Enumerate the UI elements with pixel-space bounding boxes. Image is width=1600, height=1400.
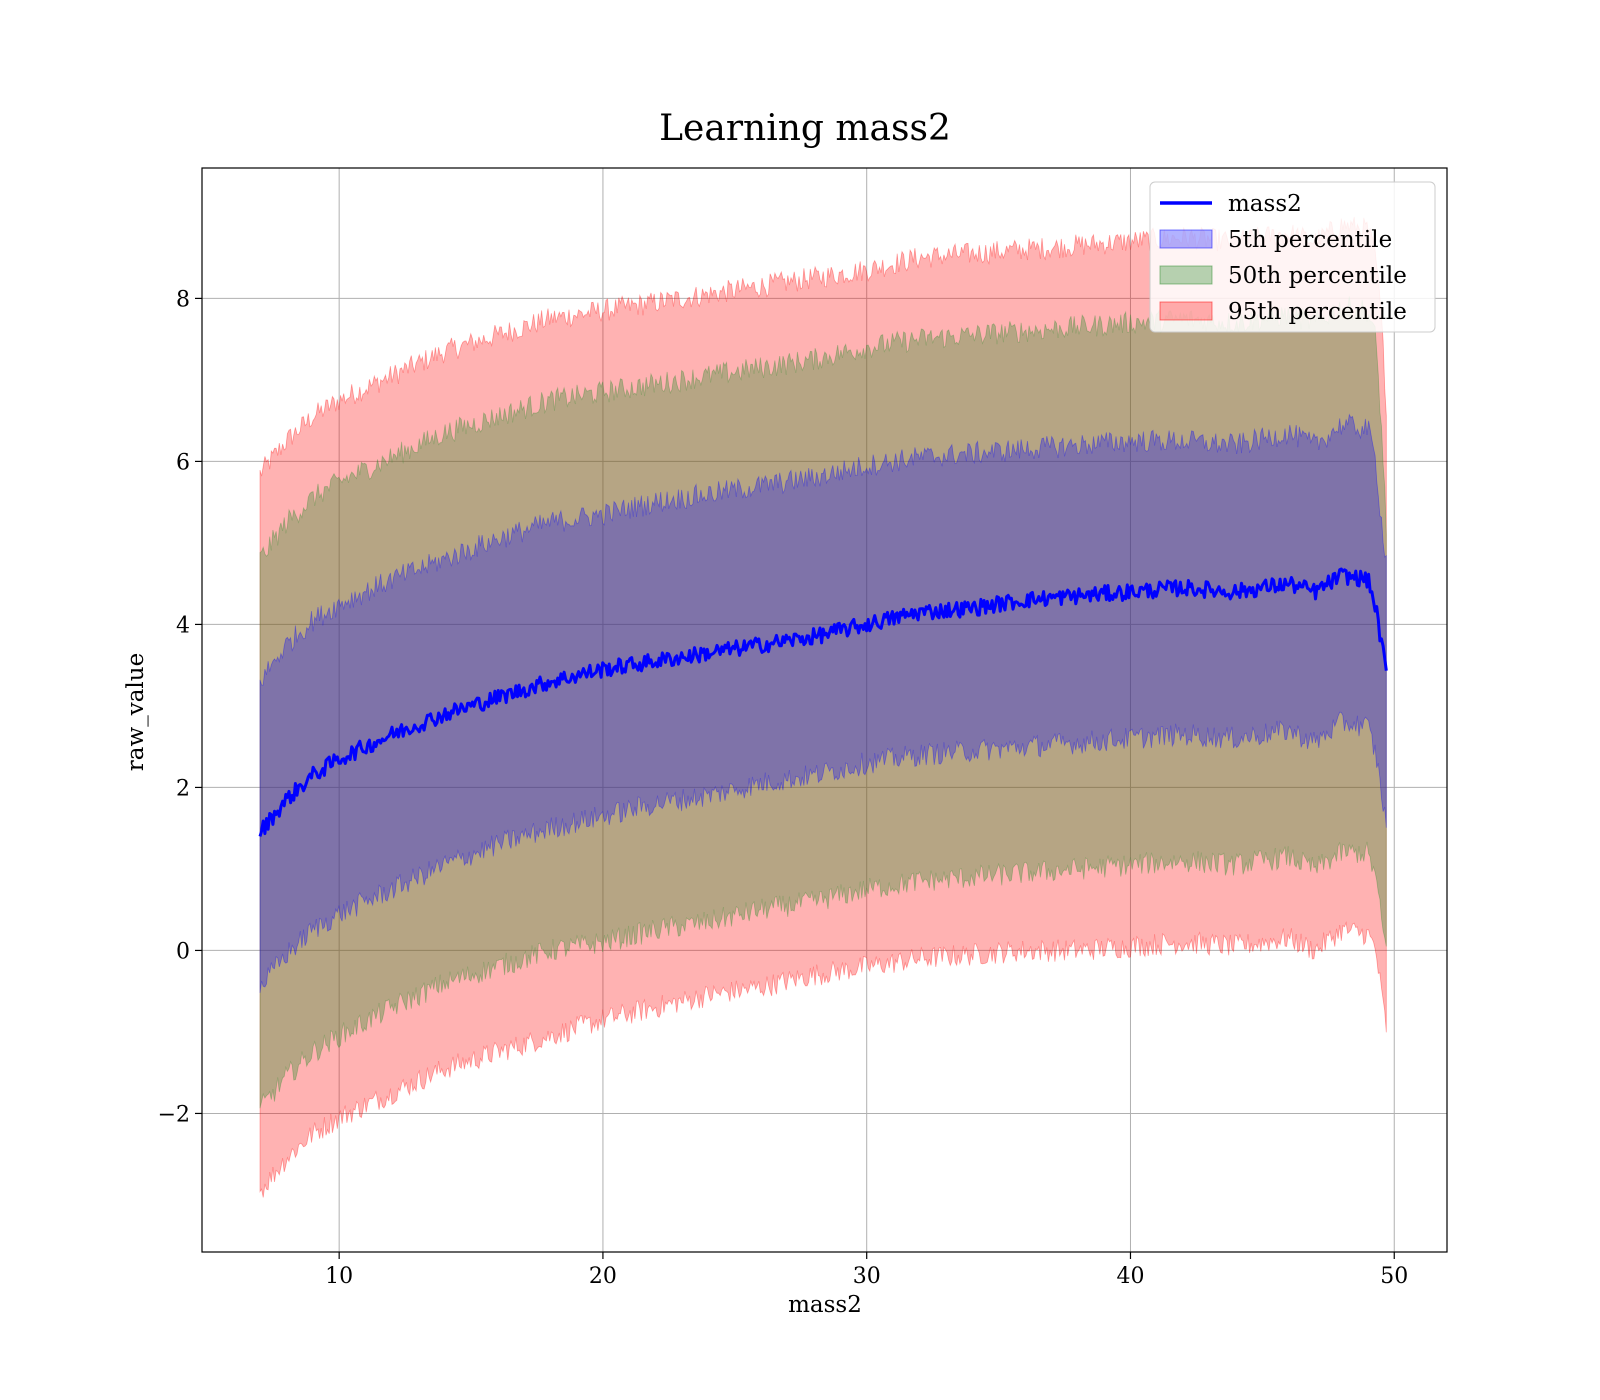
x-tick-label: 50	[1380, 1264, 1408, 1289]
legend-label: mass2	[1228, 191, 1302, 217]
legend-box	[1149, 181, 1436, 333]
legend-label: 5th percentile	[1228, 227, 1392, 253]
5th-percentile-band	[259, 413, 1387, 993]
plot-frame	[201, 167, 1448, 1253]
mass2-line	[258, 567, 1388, 837]
y-tick-label: 4	[176, 613, 190, 638]
chart-title: Learning mass2	[659, 108, 951, 149]
x-axis-label: mass2	[788, 1292, 862, 1318]
y-axis-ticks: −2 0 2 4 6 8	[158, 287, 202, 1127]
x-tick-label: 10	[325, 1264, 353, 1289]
y-tick-label: 6	[176, 450, 190, 475]
y-axis-label: raw_value	[123, 653, 149, 771]
y-tick-label: 8	[176, 287, 190, 312]
legend-label: 95th percentile	[1228, 299, 1407, 325]
percentile-bands	[259, 216, 1387, 1198]
y-tick-label: 2	[176, 776, 190, 801]
x-tick-label: 40	[1116, 1264, 1144, 1289]
x-axis-ticks: 10 20 30 40 50	[325, 1252, 1408, 1289]
y-tick-label: −2	[158, 1102, 190, 1127]
legend-swatch	[1159, 301, 1213, 321]
50th-percentile-band	[259, 296, 1387, 1109]
legend-swatch	[1159, 265, 1213, 285]
mass2-line-group	[258, 567, 1388, 837]
95th-percentile-band	[259, 216, 1387, 1198]
legend: mass2 5th percentile 50th percentile 95th p…	[1149, 181, 1436, 333]
x-tick-label: 30	[853, 1264, 881, 1289]
y-tick-label: 0	[176, 939, 190, 964]
x-tick-label: 20	[589, 1264, 617, 1289]
legend-swatch	[1159, 229, 1213, 249]
legend-label: 50th percentile	[1228, 263, 1407, 289]
